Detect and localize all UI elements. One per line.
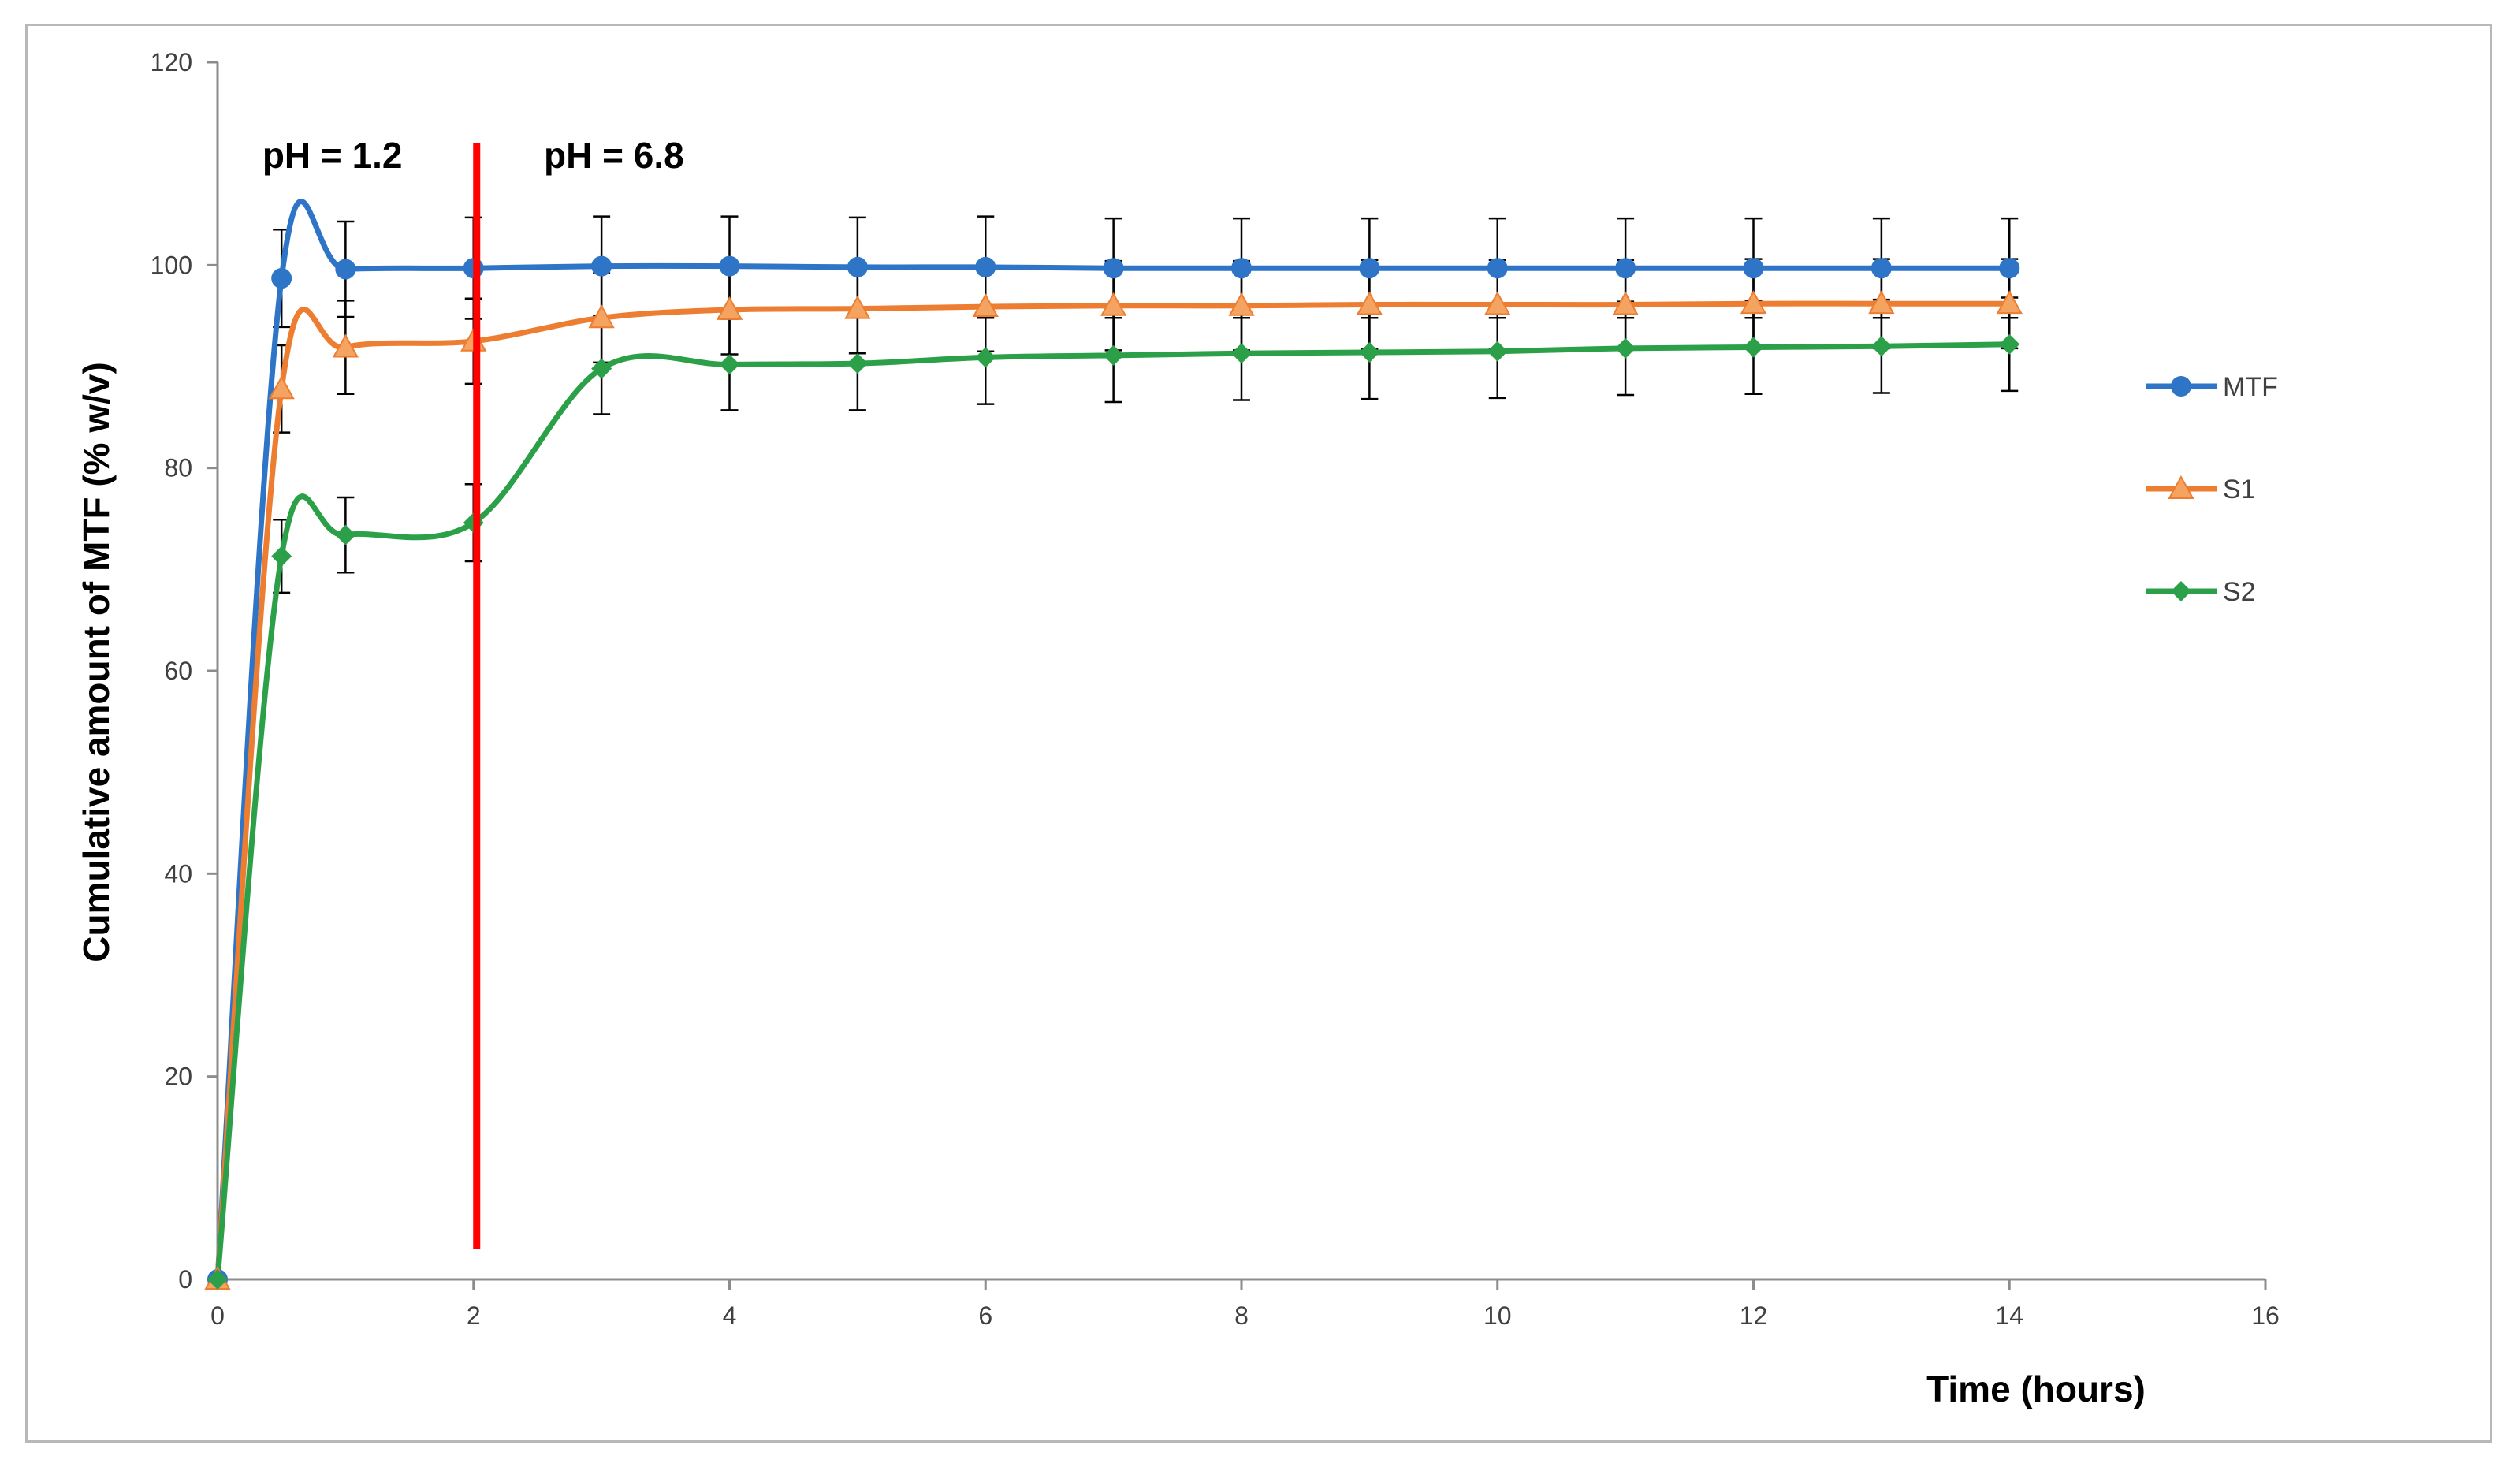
data-point-mtf: [1999, 258, 2020, 279]
y-tick-label: 120: [151, 48, 192, 76]
y-tick-label: 80: [164, 454, 192, 482]
data-point-s2: [1615, 337, 1636, 359]
data-point-s1: [1868, 290, 1895, 315]
x-tick-label: 12: [1740, 1301, 1768, 1330]
data-point-s2: [1743, 337, 1764, 358]
data-point-mtf: [271, 268, 292, 289]
data-point-mtf: [1103, 258, 1124, 279]
y-tick-label: 20: [164, 1063, 192, 1091]
axes: 0 20 40 60 80 100 120 0 2 4 6 8 10 12 14 16: [151, 48, 2280, 1330]
data-point-s2: [1359, 341, 1380, 363]
data-point-s2: [719, 354, 740, 375]
data-point-s1: [716, 296, 743, 320]
x-tick-label: 8: [1234, 1301, 1249, 1330]
data-point-mtf: [719, 255, 740, 277]
x-axis-title: Time (hours): [1926, 1368, 2146, 1409]
series-line-s2: [214, 341, 2010, 1280]
data-point-s1: [1612, 291, 1639, 315]
data-point-s2: [975, 347, 996, 368]
legend-label-s2: S2: [2223, 577, 2256, 607]
legend-marker-mtf: [2171, 376, 2191, 397]
data-point-mtf: [1487, 258, 1508, 279]
x-tick-label: 16: [2251, 1301, 2280, 1330]
annotation-ph-1-2: pH = 1.2: [262, 135, 403, 176]
x-tick-label: 2: [467, 1301, 481, 1330]
y-tick-label: 60: [164, 657, 192, 685]
y-tick-label: 0: [178, 1265, 192, 1294]
data-point-mtf: [1615, 258, 1636, 279]
data-point-s2: [1103, 344, 1124, 366]
series-line-s1: [214, 300, 2010, 1280]
data-point-s1: [1996, 290, 2023, 315]
data-point-s1: [844, 295, 871, 319]
legend-marker-s1: [2168, 475, 2194, 499]
data-point-mtf: [975, 256, 996, 277]
x-tick-label: 4: [723, 1301, 737, 1330]
data-point-s2: [1999, 333, 2020, 355]
data-point-mtf: [335, 259, 356, 280]
x-tick-label: 0: [210, 1301, 225, 1330]
chart-frame: [25, 24, 2492, 1443]
data-point-mtf: [1870, 258, 1892, 279]
legend: MTF S1 S2: [2146, 372, 2278, 607]
data-point-s2: [207, 1269, 228, 1290]
data-point-mtf: [1743, 258, 1764, 279]
legend-marker-s2: [2171, 581, 2191, 601]
series-lines: [214, 199, 2010, 1280]
y-tick-label: 100: [151, 251, 192, 279]
y-tick-label: 40: [164, 859, 192, 888]
data-point-s1: [1100, 292, 1127, 316]
data-point-s1: [972, 293, 999, 318]
data-point-s2: [591, 358, 612, 379]
x-tick-label: 6: [978, 1301, 992, 1330]
x-tick-label: 10: [1483, 1301, 1512, 1330]
data-point-mtf: [1231, 258, 1252, 279]
data-point-s1: [268, 375, 295, 400]
data-point-s1: [332, 333, 359, 358]
series-line-mtf: [214, 199, 2010, 1280]
series-markers: [204, 255, 2023, 1290]
data-point-s2: [1231, 343, 1252, 364]
data-point-s1: [1484, 291, 1511, 315]
legend-label-mtf: MTF: [2223, 372, 2278, 402]
data-point-mtf: [847, 256, 868, 277]
data-point-s1: [1356, 291, 1383, 315]
data-point-mtf: [591, 255, 612, 277]
data-point-s2: [1487, 341, 1508, 362]
x-tick-label: 14: [1995, 1301, 2023, 1330]
annotations: pH = 1.2 pH = 6.8: [262, 135, 684, 176]
legend-label-s1: S1: [2223, 475, 2256, 505]
y-axis-title: Cumulative amount of MTF (% w/v): [76, 362, 117, 962]
data-point-s2: [1870, 336, 1892, 357]
data-point-s1: [588, 304, 615, 329]
annotation-ph-6-8: pH = 6.8: [544, 135, 684, 176]
data-point-s2: [335, 524, 356, 545]
data-point-s2: [847, 353, 868, 374]
data-point-s2: [271, 545, 292, 567]
data-point-s1: [1228, 292, 1255, 316]
data-point-s1: [1740, 290, 1767, 315]
data-point-mtf: [1359, 258, 1380, 279]
